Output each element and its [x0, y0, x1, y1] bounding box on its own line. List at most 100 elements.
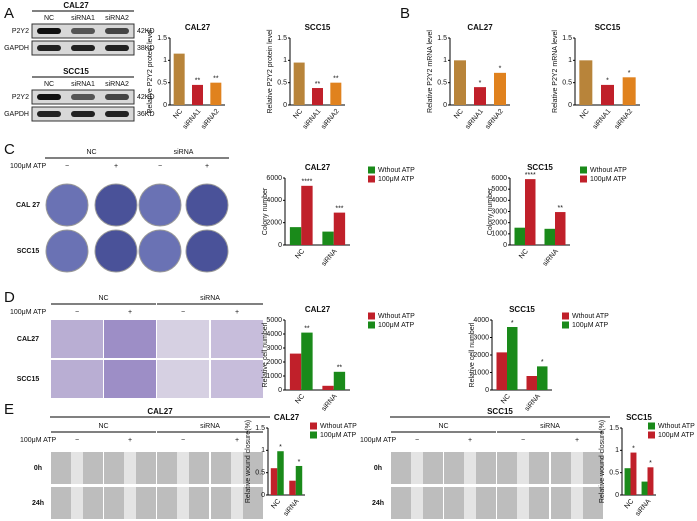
significance: * [499, 66, 502, 73]
photo [104, 320, 156, 358]
sign: − [158, 163, 162, 170]
y-tick-label: 2000 [266, 359, 282, 366]
y-tick-label: 0 [283, 102, 287, 109]
y-tick-label: 0.5 [437, 80, 447, 87]
y-tick-label: 2000 [491, 220, 507, 227]
significance: * [632, 445, 635, 452]
y-tick-label: 2000 [473, 352, 489, 359]
panel-label: E [4, 401, 14, 418]
bar [601, 84, 614, 105]
lane-label: siRNA1 [71, 15, 95, 22]
y-axis-label: Relative P2Y2 mRNA level [427, 30, 434, 113]
bar [333, 212, 346, 245]
chart-title: CAL27 [305, 163, 331, 172]
lane-label: NC [44, 81, 54, 88]
scratch [177, 487, 189, 519]
sign: + [468, 437, 472, 444]
row-label: SCC15 [17, 248, 40, 255]
row-label: 0h [34, 465, 42, 472]
bar [507, 327, 518, 390]
plate [45, 183, 89, 227]
band [71, 45, 95, 51]
band [37, 111, 61, 117]
lane-label: siRNA2 [105, 15, 129, 22]
x-tick-label: NC [270, 498, 282, 510]
sign: + [205, 163, 209, 170]
photo [211, 360, 263, 398]
y-tick-label: 6000 [266, 175, 282, 182]
legend-label: 100μM ATP [378, 322, 415, 329]
scratch [231, 487, 243, 519]
chart-title: CAL27 [305, 305, 331, 314]
sign: + [128, 309, 132, 316]
y-axis-label: Colony number [262, 187, 269, 235]
scratch [231, 452, 243, 484]
x-tick-label: siRNA2 [613, 108, 634, 131]
significance: ** [337, 365, 343, 372]
y-tick-label: 1 [443, 57, 447, 64]
x-tick-label: siRNA1 [592, 108, 613, 131]
scratch [571, 452, 583, 484]
legend-swatch [562, 312, 569, 320]
row-label: GAPDH [4, 45, 29, 52]
y-tick-label: 0 [278, 242, 282, 249]
blot-title: CAL27 [63, 1, 89, 10]
legend-swatch [368, 321, 375, 329]
group-label: siRNA [200, 295, 220, 302]
x-tick-label: siRNA2 [200, 108, 221, 131]
legend-label: Wthout ATP [320, 423, 357, 430]
y-tick-label: 0.5 [157, 80, 167, 87]
y-tick-label: 0 [485, 387, 489, 394]
scratch [517, 452, 529, 484]
bar [289, 480, 296, 495]
bar [173, 53, 185, 105]
bar [277, 451, 284, 495]
section-title: CAL27 [147, 407, 173, 416]
scratch [124, 487, 136, 519]
significance: ** [315, 81, 321, 88]
bar [330, 82, 342, 105]
y-axis-label: Relative cell numberl [469, 322, 476, 387]
y-tick-label: 0 [443, 102, 447, 109]
band [37, 45, 61, 51]
row-label: CAL27 [17, 336, 39, 343]
significance: ** [195, 78, 201, 85]
scratch [71, 487, 83, 519]
significance: * [298, 459, 301, 466]
legend-swatch [648, 422, 655, 430]
chart-title: SCC15 [509, 305, 535, 314]
significance: ** [213, 76, 219, 83]
y-tick-label: 1 [261, 447, 265, 454]
y-tick-label: 1 [283, 57, 287, 64]
bar [210, 82, 222, 105]
size-label: 42KD [137, 94, 155, 101]
group-label: siRNA [200, 423, 220, 430]
bar [293, 62, 305, 105]
bar [537, 366, 548, 390]
legend-swatch [310, 422, 317, 430]
x-tick-label: siRNA [321, 248, 339, 268]
y-tick-label: 5000 [266, 317, 282, 324]
significance: **** [525, 172, 536, 179]
significance: * [479, 80, 482, 87]
significance: * [649, 460, 652, 467]
sign: + [235, 437, 239, 444]
chart-title: CAL27 [467, 23, 493, 32]
band [105, 111, 129, 117]
lane-label: siRNA2 [105, 81, 129, 88]
y-axis-label: Relative cell numberl [262, 322, 269, 387]
y-tick-label: 3000 [473, 334, 489, 341]
row-label: CAL 27 [16, 202, 40, 209]
band [105, 28, 129, 34]
legend-swatch [648, 431, 655, 439]
y-tick-label: 1.5 [255, 425, 265, 432]
y-tick-label: 0 [568, 102, 572, 109]
scratch [124, 452, 136, 484]
chart-title: CAL27 [274, 413, 300, 422]
bar [301, 332, 313, 390]
chart-title: CAL27 [185, 23, 211, 32]
bar [624, 468, 631, 495]
y-axis-label: Relative P2Y2 protein level [147, 29, 154, 113]
x-tick-label: NC [500, 393, 512, 405]
group-label: NC [86, 149, 96, 156]
